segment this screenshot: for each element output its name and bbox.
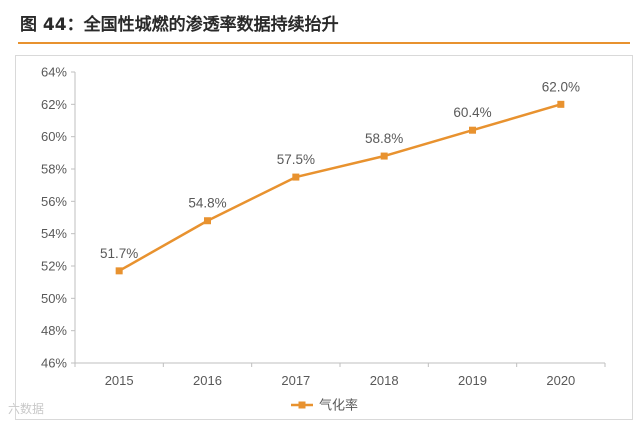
data-point-marker [204, 217, 211, 225]
x-tick-label: 2016 [193, 373, 222, 388]
watermark-logo: 六数据 [8, 402, 45, 416]
figure-title: 图 44：全国性城燃的渗透率数据持续抬升 [20, 15, 339, 35]
x-tick-label: 2020 [546, 373, 575, 388]
x-tick-label: 2017 [281, 373, 310, 388]
y-tick-label: 50% [41, 291, 67, 306]
data-point-marker [380, 152, 388, 160]
data-label: 54.8% [188, 196, 226, 211]
y-tick-label: 56% [41, 194, 67, 209]
data-point-marker [557, 100, 565, 108]
y-tick-label: 52% [41, 259, 67, 274]
legend-label: 气化率 [319, 398, 358, 413]
y-tick-label: 58% [41, 162, 67, 177]
title-divider [18, 42, 630, 44]
data-label: 60.4% [453, 105, 491, 120]
y-tick-label: 62% [41, 97, 67, 112]
x-tick-label: 2015 [105, 373, 134, 388]
x-tick-label: 2018 [370, 373, 399, 388]
y-tick-label: 60% [41, 129, 67, 144]
data-label: 62.0% [542, 79, 580, 94]
series-line-0 [118, 103, 562, 272]
data-label: 57.5% [277, 152, 315, 167]
legend-marker-swatch [298, 401, 306, 409]
data-label: 51.7% [100, 246, 138, 261]
chart-frame [15, 55, 633, 420]
y-tick-label: 64% [41, 65, 67, 80]
y-tick-label: 54% [41, 226, 67, 241]
x-tick-label: 2019 [458, 373, 487, 388]
data-point-marker [292, 173, 300, 181]
data-point-marker [469, 126, 476, 134]
data-point-marker [115, 267, 123, 275]
y-tick-label: 46% [41, 356, 67, 371]
y-tick-label: 48% [41, 323, 67, 338]
data-label: 58.8% [365, 131, 403, 146]
